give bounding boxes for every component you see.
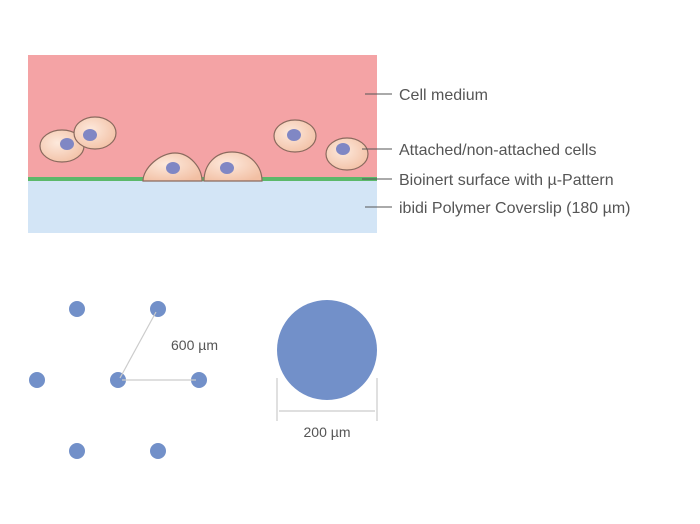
floating-cell xyxy=(39,129,85,163)
diameter-dimension xyxy=(276,378,378,421)
attached-cell xyxy=(142,152,203,182)
label-surface: Bioinert surface with µ-Pattern xyxy=(399,172,614,189)
diameter-label: 200 µm xyxy=(304,424,351,440)
attached-cell xyxy=(203,151,263,182)
floating-cell xyxy=(73,116,117,150)
cross-section: Cell medium Attached/non-attached cells … xyxy=(28,55,631,233)
pattern-layout xyxy=(29,301,207,459)
label-cells: Attached/non-attached cells xyxy=(399,142,596,159)
pattern-dot xyxy=(191,372,207,388)
coverslip-layer xyxy=(28,181,377,233)
label-coverslip: ibidi Polymer Coverslip (180 µm) xyxy=(399,200,631,217)
pattern-dot xyxy=(29,372,45,388)
pattern-dot xyxy=(69,301,85,317)
label-cell-medium: Cell medium xyxy=(399,87,488,104)
leader-lines xyxy=(362,93,392,208)
floating-cell xyxy=(273,119,317,153)
pattern-spot-detail xyxy=(277,300,377,400)
pattern-dot xyxy=(69,443,85,459)
spacing-label: 600 µm xyxy=(171,337,218,353)
pattern-dot xyxy=(150,443,166,459)
pattern-dot xyxy=(150,301,166,317)
cell-medium-layer xyxy=(28,55,377,178)
spacing-arrows xyxy=(119,311,196,381)
floating-cell xyxy=(325,137,369,171)
pattern-dot xyxy=(110,372,126,388)
